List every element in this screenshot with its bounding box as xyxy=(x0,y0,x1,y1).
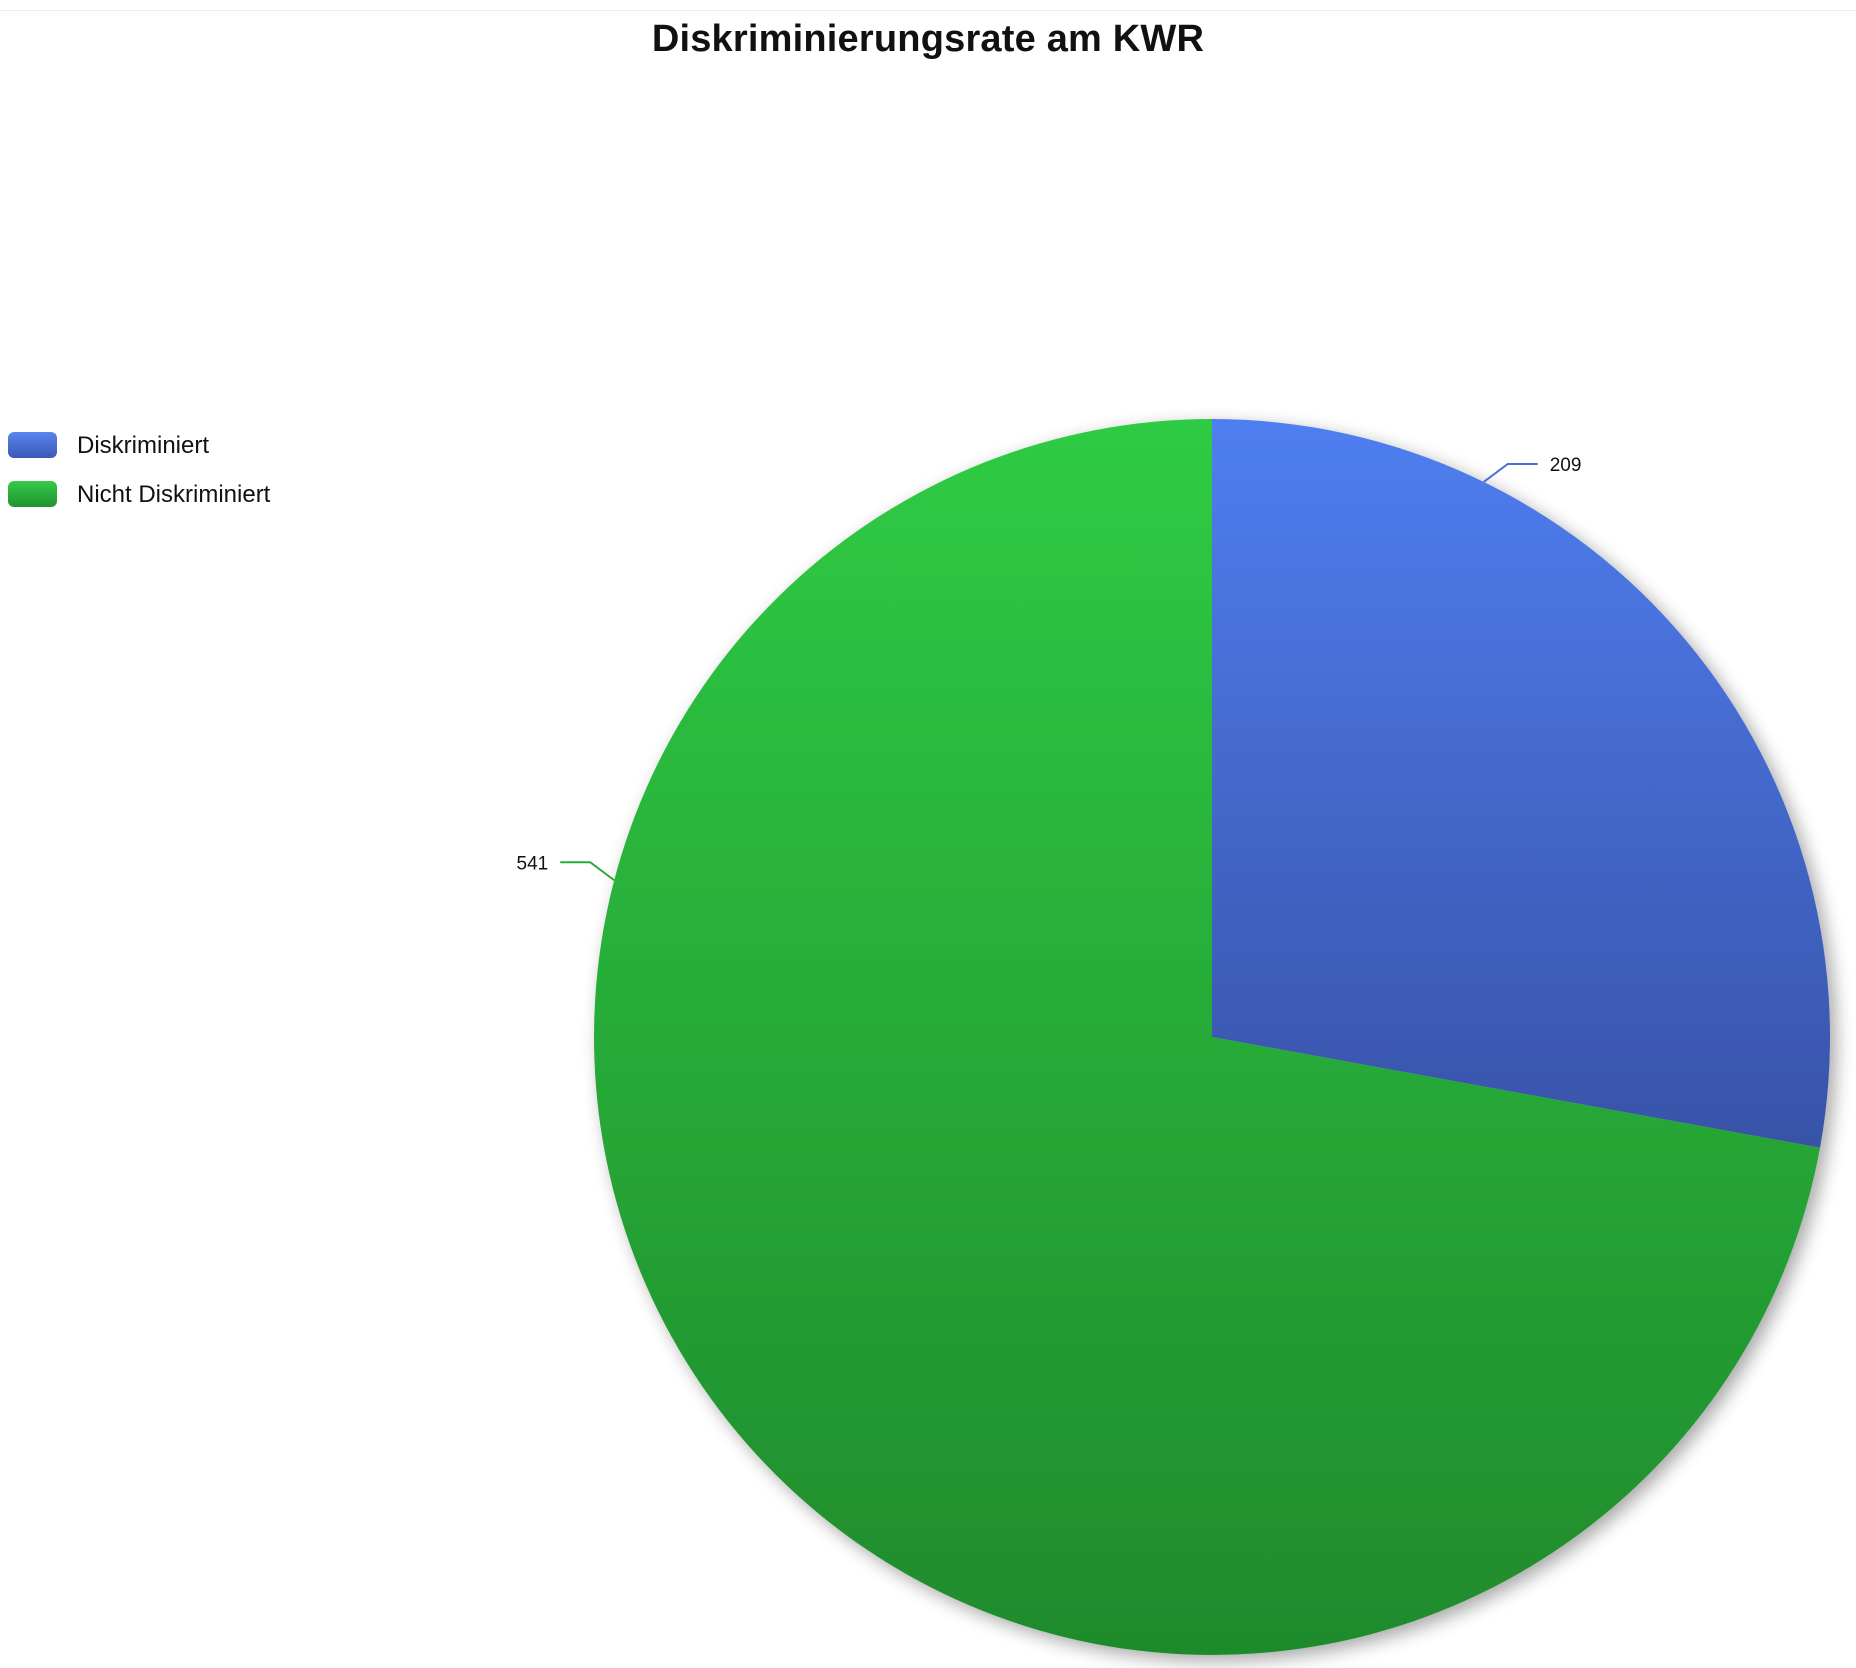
legend-item-diskriminiert: Diskriminiert xyxy=(8,432,209,459)
legend-swatch-nicht-diskriminiert xyxy=(8,481,57,507)
legend-item-nicht-diskriminiert: Nicht Diskriminiert xyxy=(8,481,271,508)
chart-legend: Diskriminiert Nicht Diskriminiert xyxy=(8,432,271,508)
top-divider xyxy=(0,10,1856,11)
leader-line-diskriminiert xyxy=(1483,462,1538,483)
legend-swatch-diskriminiert xyxy=(8,432,57,458)
legend-label-nicht-diskriminiert: Nicht Diskriminiert xyxy=(77,481,271,508)
data-label-nicht-diskriminiert: 541 xyxy=(517,853,549,874)
data-label-diskriminiert: 209 xyxy=(1550,455,1582,476)
leader-line-nicht-diskriminiert xyxy=(560,861,615,882)
pie-slice-diskriminiert xyxy=(1212,419,1830,1148)
chart-title: Diskriminierungsrate am KWR xyxy=(651,18,1205,60)
legend-label-diskriminiert: Diskriminiert xyxy=(77,432,209,459)
pie-slice-nicht-diskriminiert xyxy=(594,419,1821,1655)
